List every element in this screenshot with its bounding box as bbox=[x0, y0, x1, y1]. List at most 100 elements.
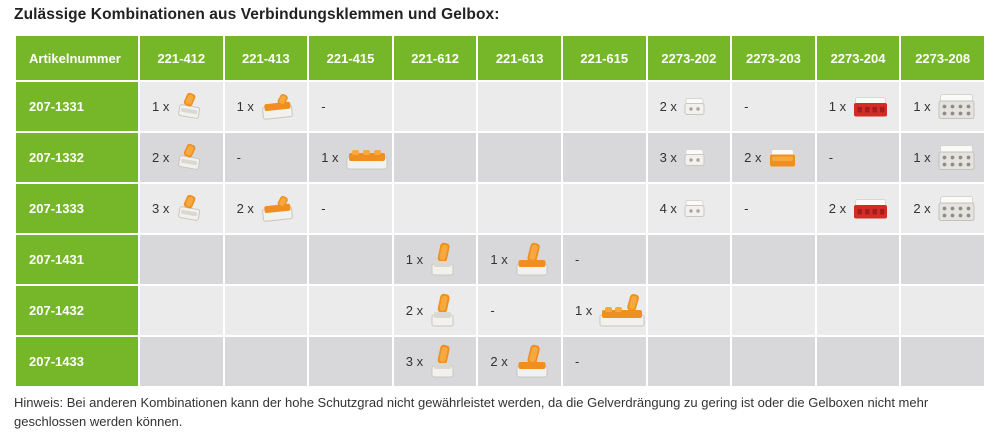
quantity-label: 1 x bbox=[152, 99, 170, 114]
combination-table: Artikelnummer 221-412 221-413 221-415 221-61… bbox=[14, 34, 986, 388]
quantity-label: 3 x bbox=[659, 150, 677, 165]
not-allowed-dash: - bbox=[744, 99, 749, 114]
cell-207-1433-2273-204 bbox=[816, 337, 900, 386]
cell-207-1332-2273-208: 1 x bbox=[901, 133, 984, 182]
cell-207-1333-2273-208: 2 x bbox=[901, 184, 984, 233]
cell-content: 3 x bbox=[394, 344, 477, 380]
cell-content: 1 x bbox=[901, 93, 984, 120]
connector-221-413-icon bbox=[261, 93, 294, 121]
row-header-207-1331: 207-1331 bbox=[16, 82, 138, 131]
cell-content: 3 x bbox=[648, 148, 731, 167]
connector-2273-208-icon bbox=[938, 93, 975, 120]
cell-content: 2 x bbox=[901, 195, 984, 222]
connector-221-613-icon bbox=[515, 344, 549, 380]
not-allowed-dash: - bbox=[744, 201, 749, 216]
cell-207-1432-221-612: 2 x bbox=[393, 286, 477, 335]
cell-207-1331-2273-203: - bbox=[732, 82, 815, 131]
cell-content: - bbox=[732, 201, 815, 216]
cell-207-1431-2273-203 bbox=[732, 235, 815, 284]
connector-221-412-icon bbox=[176, 194, 202, 223]
cell-207-1432-221-413 bbox=[224, 286, 308, 335]
cell-207-1433-221-615: - bbox=[562, 337, 646, 386]
cell-content: 2 x bbox=[732, 148, 815, 168]
cell-207-1431-221-612: 1 x bbox=[393, 235, 477, 284]
cell-content: 2 x bbox=[478, 344, 561, 380]
cell-207-1331-221-415: - bbox=[309, 82, 392, 131]
cell-207-1333-221-413: 2 x bbox=[224, 184, 308, 233]
cell-207-1332-221-413: - bbox=[224, 133, 308, 182]
column-header-artikelnummer: Artikelnummer bbox=[16, 36, 138, 80]
cell-content: 2 x bbox=[394, 293, 477, 329]
quantity-label: 2 x bbox=[744, 150, 762, 165]
column-header-221-412: 221-412 bbox=[140, 36, 223, 80]
not-allowed-dash: - bbox=[321, 201, 326, 216]
connector-221-613-icon bbox=[515, 242, 549, 278]
connector-221-612-icon bbox=[430, 293, 455, 329]
table-row-207-1332: 207-1332 2 x - 1 x 3 x 2 x - 1 x bbox=[16, 133, 984, 182]
note-text: Hinweis: Bei anderen Kombinationen kann … bbox=[14, 395, 929, 429]
quantity-label: 1 x bbox=[913, 99, 931, 114]
cell-207-1332-2273-202: 3 x bbox=[647, 133, 731, 182]
cell-207-1332-221-613 bbox=[478, 133, 561, 182]
cell-content: - bbox=[817, 150, 900, 165]
table-row-207-1331: 207-1331 1 x 1 x - 2 x - 1 x 1 x bbox=[16, 82, 984, 131]
quantity-label: 1 x bbox=[913, 150, 931, 165]
table-header: Artikelnummer 221-412 221-413 221-415 221-61… bbox=[16, 36, 984, 80]
cell-207-1332-221-412: 2 x bbox=[140, 133, 223, 182]
cell-207-1333-221-612 bbox=[393, 184, 477, 233]
cell-207-1331-221-615 bbox=[562, 82, 646, 131]
cell-content: 1 x bbox=[901, 144, 984, 171]
cell-207-1431-2273-208 bbox=[901, 235, 984, 284]
cell-207-1331-221-612 bbox=[393, 82, 477, 131]
cell-207-1431-221-412 bbox=[140, 235, 223, 284]
connector-2273-202-icon bbox=[684, 148, 705, 167]
cell-content: - bbox=[732, 99, 815, 114]
not-allowed-dash: - bbox=[574, 252, 580, 267]
cell-207-1433-2273-202 bbox=[647, 337, 731, 386]
cell-207-1333-221-412: 3 x bbox=[140, 184, 223, 233]
quantity-label: 3 x bbox=[152, 201, 170, 216]
connector-2273-204-icon bbox=[853, 198, 888, 220]
quantity-label: 2 x bbox=[913, 201, 931, 216]
column-header-221-413: 221-413 bbox=[224, 36, 308, 80]
cell-207-1331-2273-208: 1 x bbox=[901, 82, 984, 131]
connector-2273-204-icon bbox=[853, 96, 888, 118]
column-header-221-613: 221-613 bbox=[478, 36, 561, 80]
connector-221-413-icon bbox=[261, 195, 294, 223]
not-allowed-dash: - bbox=[490, 303, 495, 318]
quantity-label: 3 x bbox=[405, 354, 424, 369]
cell-content: 2 x bbox=[817, 198, 900, 220]
cell-207-1431-2273-204 bbox=[816, 235, 900, 284]
quantity-label: 2 x bbox=[828, 201, 847, 216]
quantity-label: 2 x bbox=[152, 150, 170, 165]
quantity-label: 1 x bbox=[490, 252, 508, 267]
column-header-221-615: 221-615 bbox=[562, 36, 646, 80]
connector-221-412-icon bbox=[176, 143, 202, 172]
quantity-label: 1 x bbox=[574, 303, 593, 318]
cell-207-1433-221-612: 3 x bbox=[393, 337, 477, 386]
cell-207-1431-2273-202 bbox=[647, 235, 731, 284]
not-allowed-dash: - bbox=[574, 354, 580, 369]
cell-content: - bbox=[225, 150, 308, 165]
cell-207-1331-2273-202: 2 x bbox=[647, 82, 731, 131]
cell-207-1333-221-613 bbox=[478, 184, 561, 233]
column-header-2273-203: 2273-203 bbox=[732, 36, 815, 80]
row-header-207-1432: 207-1432 bbox=[16, 286, 138, 335]
row-header-207-1431: 207-1431 bbox=[16, 235, 138, 284]
connector-221-415-icon bbox=[346, 144, 388, 172]
cell-207-1332-221-415: 1 x bbox=[309, 133, 392, 182]
table-row-207-1431: 207-1431 1 x 1 x - bbox=[16, 235, 984, 284]
connector-2273-202-icon bbox=[684, 97, 705, 116]
connector-2273-208-icon bbox=[938, 195, 975, 222]
cell-content: - bbox=[309, 99, 392, 114]
cell-207-1333-2273-204: 2 x bbox=[816, 184, 900, 233]
row-header-207-1433: 207-1433 bbox=[16, 337, 138, 386]
cell-207-1431-221-413 bbox=[224, 235, 308, 284]
cell-content: - bbox=[309, 201, 392, 216]
cell-207-1432-2273-208 bbox=[901, 286, 984, 335]
not-allowed-dash: - bbox=[828, 150, 834, 165]
cell-content: 1 x bbox=[478, 242, 561, 278]
cell-content: 2 x bbox=[225, 195, 308, 223]
connector-2273-203-icon bbox=[769, 148, 796, 168]
connector-221-612-icon bbox=[430, 344, 455, 380]
